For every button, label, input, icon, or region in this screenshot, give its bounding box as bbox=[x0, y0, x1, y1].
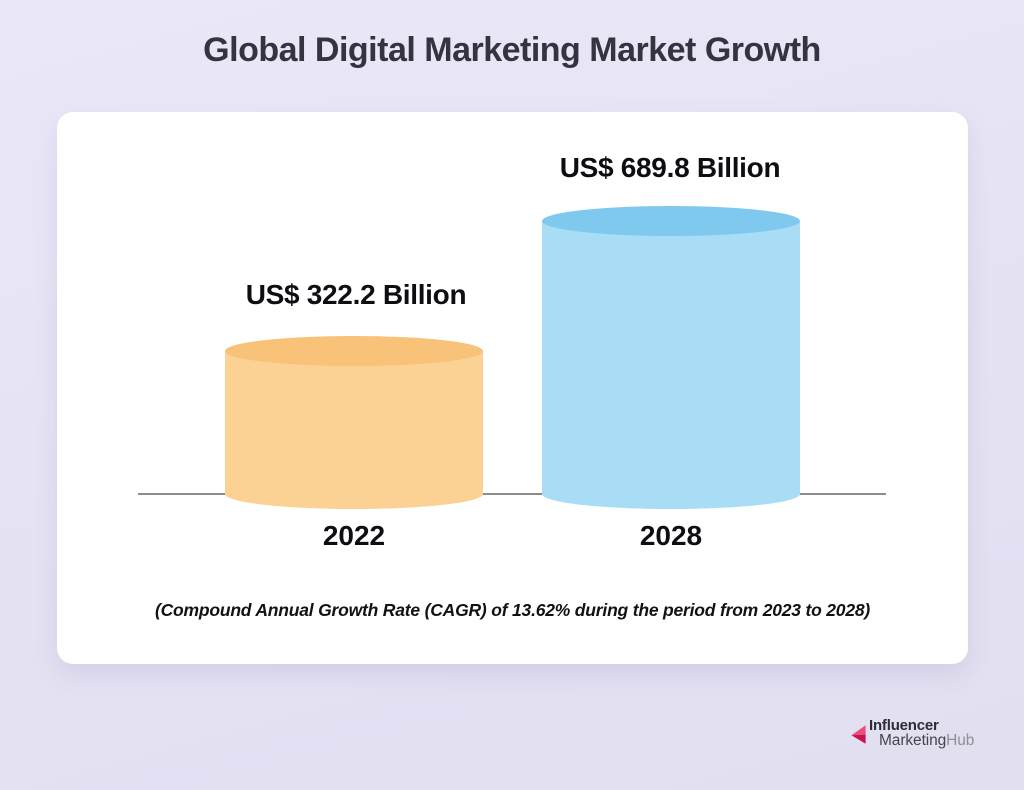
cagr-caption: (Compound Annual Growth Rate (CAGR) of 1… bbox=[154, 600, 871, 620]
logo-line1: Influencer bbox=[869, 717, 939, 734]
page-title: Global Digital Marketing Market Growth bbox=[203, 31, 821, 69]
logo-arrow-icon bbox=[851, 725, 866, 744]
logo-hub-text: Hub bbox=[946, 732, 975, 749]
value-label-2028: US$ 689.8 Billion bbox=[559, 152, 781, 183]
influencer-marketinghub-logo: Influencer MarketingHub bbox=[850, 718, 974, 748]
year-label-2028: 2028 bbox=[639, 520, 703, 551]
logo-marketing-text: Marketing bbox=[879, 732, 947, 749]
value-label-2022: US$ 322.2 Billion bbox=[245, 279, 467, 310]
year-label-2022: 2022 bbox=[322, 520, 386, 551]
logo-text: Influencer MarketingHub bbox=[869, 718, 974, 748]
logo-line2: MarketingHub bbox=[879, 732, 975, 749]
chart-card bbox=[57, 112, 968, 664]
